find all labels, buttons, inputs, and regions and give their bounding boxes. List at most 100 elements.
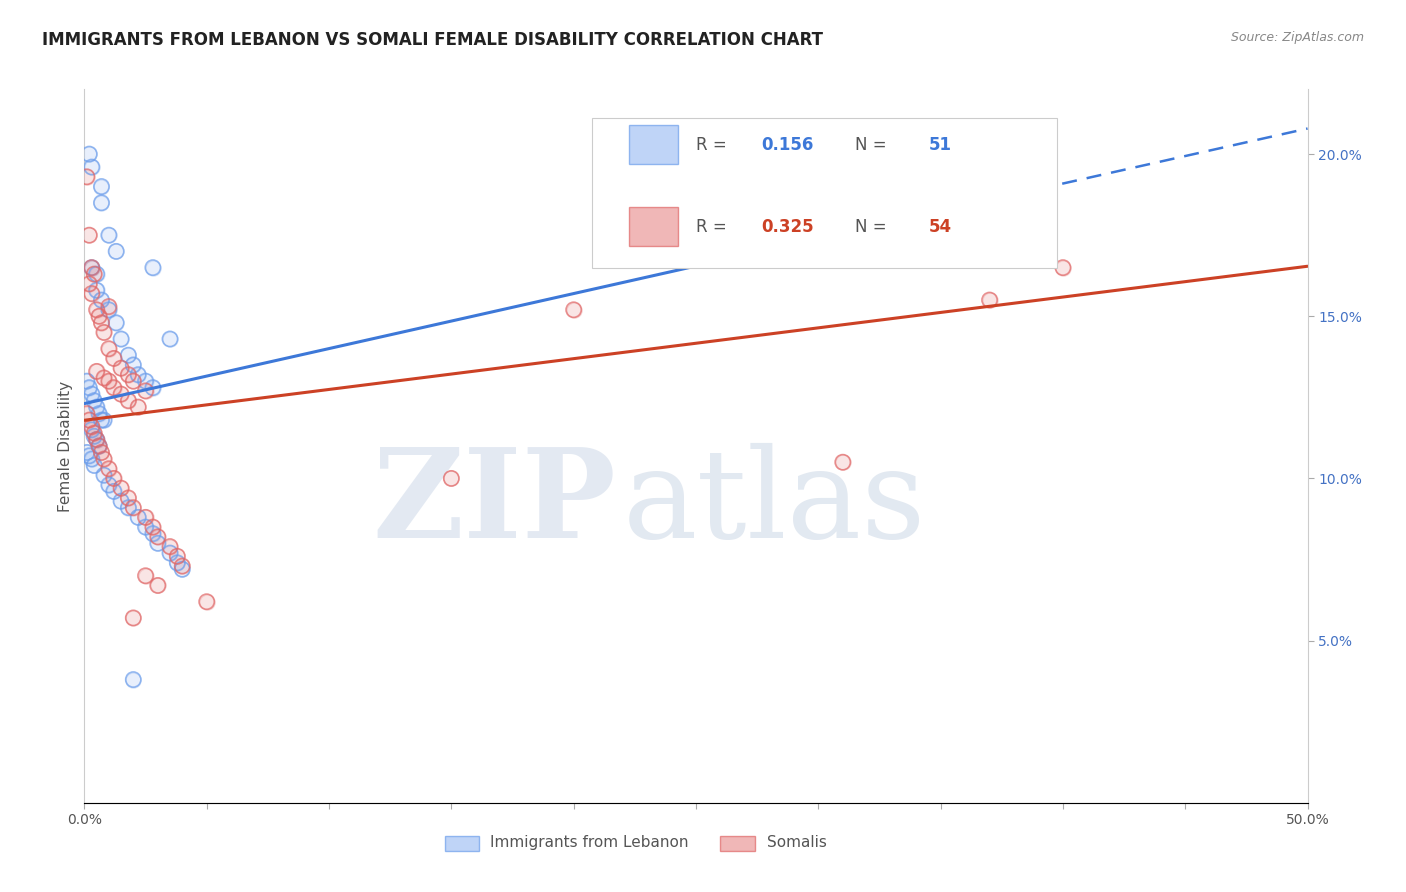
Point [166,549,188,564]
Point [105,244,128,259]
Point [758,153,780,168]
Point [562,302,585,317]
Point [86,400,108,414]
Point [90,316,112,330]
Point [90,316,112,330]
Text: R =: R = [696,136,733,153]
Point [86,433,108,447]
Point [93,326,115,340]
Point [86,267,108,281]
Point [105,316,128,330]
Point [783,244,806,259]
Point [103,381,125,395]
Point [1002,251,1025,265]
Point [783,244,806,259]
Point [86,267,108,281]
Point [166,556,188,570]
Point [159,540,181,554]
Text: N =: N = [855,136,891,153]
Point [142,381,165,395]
Point [97,302,120,317]
Point [110,361,132,376]
Point [979,293,1001,307]
Point [83,267,105,281]
Point [110,361,132,376]
Point [76,407,98,421]
Point [76,169,98,184]
Point [76,374,98,388]
Point [80,419,103,434]
Point [117,393,139,408]
Point [159,332,181,346]
Point [440,471,463,485]
Text: 0.156: 0.156 [761,136,813,153]
Point [93,468,115,483]
Point [103,351,125,366]
Point [127,368,149,382]
Point [77,413,100,427]
Point [80,423,103,437]
Point [97,461,120,475]
Point [87,439,110,453]
Point [97,300,120,314]
Point [103,484,125,499]
Text: 0.325: 0.325 [761,218,814,235]
Text: 54: 54 [928,218,952,235]
Point [87,439,110,453]
Point [83,425,105,440]
Point [86,283,108,297]
FancyBboxPatch shape [628,207,678,246]
Point [83,267,105,281]
Point [86,400,108,414]
Point [172,559,194,574]
Y-axis label: Female Disability: Female Disability [58,380,73,512]
Point [172,562,194,576]
Point [146,536,169,550]
Point [93,326,115,340]
Point [86,364,108,378]
Point [142,381,165,395]
Point [77,147,100,161]
Point [953,186,976,200]
Point [117,368,139,382]
Point [76,445,98,459]
Point [87,407,110,421]
Point [77,147,100,161]
Point [146,530,169,544]
Text: Somalis: Somalis [766,835,827,850]
Point [80,160,103,174]
Point [172,559,194,574]
Point [93,413,115,427]
Point [80,387,103,401]
Point [110,481,132,495]
Point [90,179,112,194]
Point [103,471,125,485]
Point [77,277,100,291]
Point [97,374,120,388]
Point [103,351,125,366]
Point [127,510,149,524]
Point [953,186,976,200]
Text: 51: 51 [928,136,952,153]
Point [159,546,181,560]
Point [110,332,132,346]
Point [105,244,128,259]
Point [80,286,103,301]
Point [117,348,139,362]
Point [80,260,103,275]
Point [83,429,105,443]
Point [110,494,132,508]
Point [77,381,100,395]
Point [93,371,115,385]
Point [97,374,120,388]
Point [97,478,120,492]
Point [110,481,132,495]
Point [97,342,120,356]
Point [159,332,181,346]
Point [440,471,463,485]
Point [103,471,125,485]
Point [97,461,120,475]
Point [135,568,157,582]
Point [76,374,98,388]
Point [90,293,112,307]
